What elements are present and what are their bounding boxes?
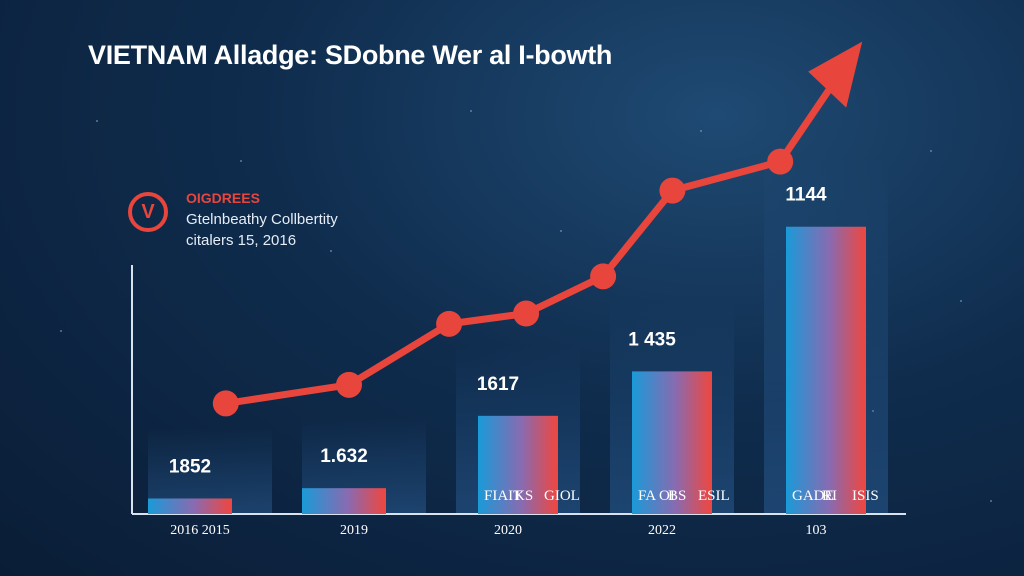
bar-inner-label: FA OI — [638, 488, 675, 504]
x-tick-label: 2016 2015 — [170, 523, 230, 538]
bar-inner-label: BS — [668, 488, 686, 504]
chart-title: VIETNAM Alladge: SDobne Wer al I-bowth — [88, 40, 613, 70]
data-label: 1.632 — [320, 446, 368, 467]
bar — [302, 488, 386, 514]
bar — [148, 498, 232, 514]
x-tick-label: 2019 — [340, 523, 368, 538]
line-point — [767, 148, 794, 175]
bar-inner-label: ISIS — [852, 488, 879, 504]
v-logo-icon: V — [128, 192, 168, 232]
line-point — [659, 177, 686, 204]
bar — [478, 415, 558, 514]
data-label: 1617 — [477, 374, 519, 395]
x-tick-label: 2020 — [494, 523, 522, 538]
growth-line-group — [212, 41, 863, 417]
bar — [632, 371, 712, 514]
bar-inner-label: GADE — [792, 488, 834, 504]
growth-arrowhead — [808, 41, 863, 108]
x-tick-label: 2022 — [648, 523, 676, 538]
data-label: 1852 — [169, 457, 211, 478]
logo-block: V OIGDREES Gtelnbeathy Collbertity cital… — [128, 190, 428, 260]
brand-name: OIGDREES — [186, 190, 260, 206]
x-tick-label: 103 — [806, 523, 827, 538]
bar-inner-label: FIAIT — [484, 488, 522, 504]
line-point — [212, 390, 239, 417]
line-point — [436, 310, 463, 337]
bar-inner-label: ESIL — [698, 488, 730, 504]
data-label: 1 435 — [628, 329, 676, 350]
brand-subtitle: Gtelnbeathy Collbertity — [186, 211, 338, 228]
bar-inner-label: KS — [514, 488, 533, 504]
bar-inner-label: RI — [822, 488, 837, 504]
line-point — [590, 263, 617, 290]
bar-group — [148, 226, 866, 514]
bar-inner-label: GIOL — [544, 488, 580, 504]
bar — [786, 226, 866, 514]
line-point — [513, 300, 540, 327]
brand-date: citalers 15, 2016 — [186, 232, 297, 249]
data-label: 1144 — [785, 185, 827, 206]
line-point — [336, 371, 362, 398]
growth-line — [222, 52, 856, 407]
